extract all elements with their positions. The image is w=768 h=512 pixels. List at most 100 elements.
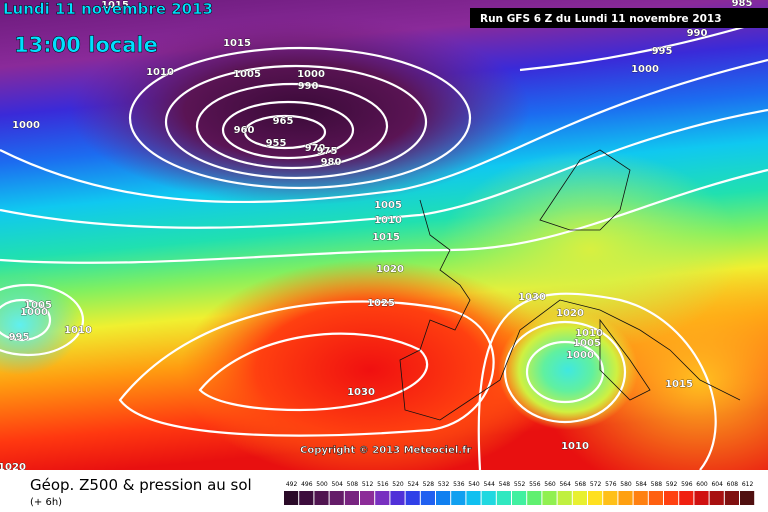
scale-label: 576 <box>605 481 617 488</box>
isobar-label: 1010 <box>374 215 402 226</box>
scale-label: 512 <box>362 481 374 488</box>
scale-swatch <box>481 491 496 505</box>
scale-label: 572 <box>590 481 602 488</box>
footer-lead: (+ 6h) <box>30 497 62 508</box>
scale-swatch <box>557 491 572 505</box>
scale-swatch <box>436 491 451 505</box>
isobar-label: 1015 <box>372 232 400 243</box>
scale-swatch <box>709 491 724 505</box>
scale-swatch <box>648 491 663 505</box>
scale-swatch <box>405 491 420 505</box>
isobar-label: 955 <box>266 138 287 149</box>
copyright: Copyright © 2013 Meteociel.fr <box>300 445 471 456</box>
scale-label: 560 <box>544 481 556 488</box>
scale-label: 564 <box>559 481 571 488</box>
scale-swatch <box>633 491 648 505</box>
scale-label: 496 <box>301 481 313 488</box>
isobar-label: 1000 <box>297 69 325 80</box>
run-info: Run GFS 6 Z du Lundi 11 novembre 2013 <box>480 13 722 25</box>
scale-swatch <box>284 491 299 505</box>
isobar-label: 995 <box>652 46 673 57</box>
scale-swatch <box>603 491 618 505</box>
scale-label: 596 <box>681 481 693 488</box>
scale-swatch <box>314 491 329 505</box>
isobar-label: 1010 <box>146 67 174 78</box>
scale-swatch <box>344 491 359 505</box>
isobar-label: 1010 <box>561 441 589 452</box>
scale-swatch <box>329 491 344 505</box>
scale-swatch <box>466 491 481 505</box>
scale-label: 604 <box>711 481 723 488</box>
scale-label: 588 <box>651 481 663 488</box>
scale-swatch <box>694 491 709 505</box>
scale-swatch <box>618 491 633 505</box>
scale-swatch <box>496 491 511 505</box>
isobars <box>0 18 768 471</box>
scale-label: 504 <box>331 481 343 488</box>
scale-label: 608 <box>727 481 739 488</box>
scale-label: 528 <box>423 481 435 488</box>
isobar-label: 1020 <box>0 462 26 473</box>
scale-swatch <box>512 491 527 505</box>
scale-label: 520 <box>392 481 404 488</box>
coastlines <box>399 149 741 421</box>
scale-swatch <box>420 491 435 505</box>
scale-swatch <box>572 491 587 505</box>
isobar-label: 1005 <box>573 338 601 349</box>
isobar-label: 960 <box>234 125 255 136</box>
isobar-label: 1000 <box>12 120 40 131</box>
isobar-label: 985 <box>732 0 753 9</box>
date: Lundi 11 novembre 2013 <box>3 0 213 18</box>
scale-swatch <box>451 491 466 505</box>
scale-label: 492 <box>286 481 298 488</box>
isobar-label: 1015 <box>665 379 693 390</box>
scale-swatch <box>740 491 755 505</box>
isobar-label: 1010 <box>575 328 603 339</box>
run-box <box>470 8 768 28</box>
isobar-label: 1005 <box>374 200 402 211</box>
scale-label: 580 <box>620 481 632 488</box>
scale-label: 592 <box>666 481 678 488</box>
scale-label: 536 <box>453 481 465 488</box>
isobar-label: 1000 <box>631 64 659 75</box>
scale-swatch <box>724 491 739 505</box>
isobar-label: 1015 <box>223 38 251 49</box>
scale-label: 540 <box>468 481 480 488</box>
isobar-label: 1020 <box>556 308 584 319</box>
scale-label: 516 <box>377 481 389 488</box>
isobar-label: 1030 <box>347 387 375 398</box>
isobar-label: 980 <box>321 157 342 168</box>
scale-swatch <box>542 491 557 505</box>
isobar-label: 990 <box>687 28 708 39</box>
local-time: 13:00 locale <box>14 33 158 57</box>
scale-swatch <box>390 491 405 505</box>
isobar-label: 970 <box>305 143 326 154</box>
isobar-label: 1030 <box>518 292 546 303</box>
scale-label: 552 <box>514 481 526 488</box>
low-core <box>70 15 530 205</box>
isobar-label: 1025 <box>367 298 395 309</box>
scale-swatch <box>375 491 390 505</box>
scale-swatch <box>588 491 603 505</box>
scale-label: 524 <box>407 481 419 488</box>
scale-swatch <box>664 491 679 505</box>
cut-off-low <box>498 310 638 430</box>
scale-label: 544 <box>483 481 495 488</box>
scale-label: 500 <box>316 481 328 488</box>
isobar-label: 1010 <box>64 325 92 336</box>
scale-swatch <box>299 491 314 505</box>
scale-label: 556 <box>529 481 541 488</box>
scale-swatch <box>527 491 542 505</box>
scale-label: 612 <box>742 481 754 488</box>
isobar-label: 1005 <box>233 69 261 80</box>
isobar-label: 965 <box>273 116 294 127</box>
footer-title: Géop. Z500 & pression au sol <box>30 476 252 494</box>
isobar-label: 975 <box>317 146 338 157</box>
isobar-label: 1015 <box>101 0 129 11</box>
scale-label: 548 <box>499 481 511 488</box>
isobar-label: 1005 <box>24 300 52 311</box>
isobar-label: 995 <box>9 332 30 343</box>
scale-label: 568 <box>575 481 587 488</box>
scale-swatch <box>360 491 375 505</box>
